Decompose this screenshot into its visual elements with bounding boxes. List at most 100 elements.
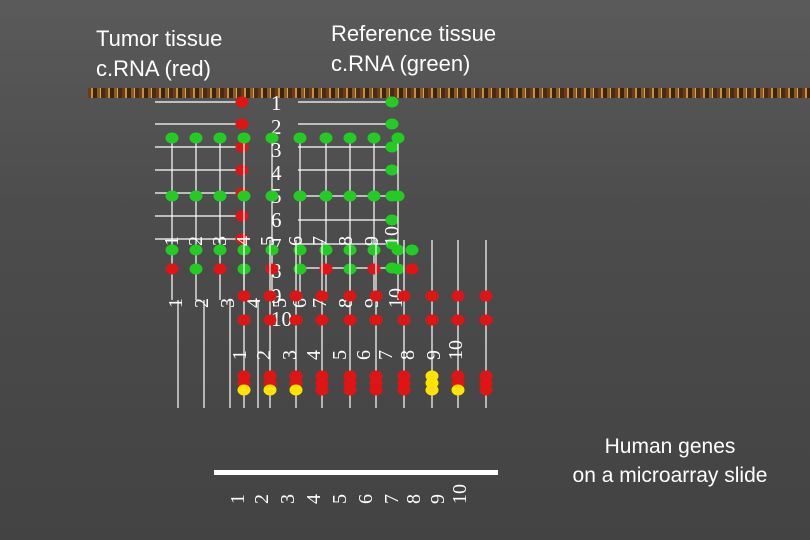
middle-column-number-5: 5 bbox=[269, 298, 291, 308]
upper-red-dot-1 bbox=[237, 314, 251, 326]
grid-green-dot-10 bbox=[391, 244, 405, 256]
green-probe-3 bbox=[385, 141, 399, 153]
grid-mix-dot-10 bbox=[391, 263, 405, 275]
lower-column-number-4: 4 bbox=[303, 350, 325, 360]
green-column-mid-8 bbox=[343, 190, 357, 202]
grid-green-dot-2 bbox=[189, 244, 203, 256]
middle-column-number-3: 3 bbox=[217, 298, 239, 308]
middle-column-number-2: 2 bbox=[191, 298, 213, 308]
second-red-dot-5 bbox=[343, 290, 357, 302]
grid-mix-dot-1 bbox=[165, 263, 179, 275]
red-row-number-1: 1 bbox=[271, 91, 282, 115]
red-probe-2 bbox=[235, 118, 249, 130]
lower-column-number-5: 5 bbox=[329, 350, 351, 360]
upper-column-number-8: 8 bbox=[335, 236, 357, 246]
lower-column-number-7: 7 bbox=[375, 350, 397, 360]
lower-column-number-10: 10 bbox=[445, 340, 467, 360]
red-row-number-6: 6 bbox=[271, 208, 282, 232]
upper-red-dot-3 bbox=[289, 314, 303, 326]
middle-column-number-9: 9 bbox=[361, 298, 383, 308]
decorative-border-strip bbox=[88, 88, 810, 98]
green-column-mid-3 bbox=[213, 190, 227, 202]
grid-mix-dot-3 bbox=[213, 263, 227, 275]
green-column-mid-6 bbox=[293, 190, 307, 202]
middle-column-number-6: 6 bbox=[289, 298, 311, 308]
green-column-top-4 bbox=[237, 132, 251, 144]
bottom-column-number-5: 5 bbox=[329, 494, 351, 504]
human-genes-label: Human genes on a microarray slide bbox=[572, 435, 768, 487]
bottom-column-number-10: 10 bbox=[449, 484, 471, 504]
red-probe-7 bbox=[235, 233, 249, 245]
red-row-number-4: 4 bbox=[271, 161, 282, 185]
grid-green-dot-3 bbox=[213, 244, 227, 256]
red-probe-4 bbox=[235, 164, 249, 176]
second-red-dot-4 bbox=[315, 290, 329, 302]
second-red-dot-3 bbox=[289, 290, 303, 302]
upper-red-dot-5 bbox=[343, 314, 357, 326]
green-column-top-2 bbox=[189, 132, 203, 144]
grid-mix-dot-6 bbox=[293, 263, 307, 275]
upper-red-dot-9 bbox=[451, 314, 465, 326]
red-probe-3 bbox=[235, 141, 249, 153]
spot-8-layer-3 bbox=[425, 384, 439, 396]
green-column-mid-1 bbox=[165, 190, 179, 202]
green-column-top-6 bbox=[293, 132, 307, 144]
bottom-column-number-6: 6 bbox=[355, 494, 377, 504]
upper-red-dot-7 bbox=[397, 314, 411, 326]
green-column-top-9 bbox=[367, 132, 381, 144]
upper-red-dot-8 bbox=[425, 314, 439, 326]
spot-3-layer-3 bbox=[289, 384, 303, 396]
red-row-number-2: 2 bbox=[271, 115, 282, 139]
grid-mix-dot-11 bbox=[405, 263, 419, 275]
second-red-dot-9 bbox=[451, 290, 465, 302]
upper-red-dot-4 bbox=[315, 314, 329, 326]
green-column-mid-2 bbox=[189, 190, 203, 202]
green-column-mid-4 bbox=[237, 190, 251, 202]
green-column-top-8 bbox=[343, 132, 357, 144]
middle-column-number-7: 7 bbox=[309, 298, 331, 308]
green-column-top-5 bbox=[265, 132, 279, 144]
bottom-column-number-1: 1 bbox=[227, 494, 249, 504]
upper-red-dot-2 bbox=[263, 314, 277, 326]
grid-mix-dot-2 bbox=[189, 263, 203, 275]
red-probe-1 bbox=[235, 96, 249, 108]
green-probe-1 bbox=[385, 96, 399, 108]
spot-7-layer-3 bbox=[397, 384, 411, 396]
grid-green-dot-5 bbox=[265, 244, 279, 256]
green-column-top-7 bbox=[319, 132, 333, 144]
lower-column-number-2: 2 bbox=[253, 350, 275, 360]
second-red-dot-8 bbox=[425, 290, 439, 302]
second-red-dot-6 bbox=[369, 290, 383, 302]
lower-column-number-1: 1 bbox=[229, 350, 251, 360]
upper-column-number-2: 2 bbox=[185, 236, 207, 246]
upper-column-number-1: 1 bbox=[161, 236, 183, 246]
lower-column-number-6: 6 bbox=[353, 350, 375, 360]
green-column-mid-9 bbox=[367, 190, 381, 202]
green-column-mid-10 bbox=[391, 190, 405, 202]
upper-column-number-7: 7 bbox=[309, 236, 331, 246]
grid-green-dot-1 bbox=[165, 244, 179, 256]
green-probe-4 bbox=[385, 164, 399, 176]
upper-column-number-5: 5 bbox=[257, 236, 279, 246]
green-probe-2 bbox=[385, 118, 399, 130]
grid-mix-dot-9 bbox=[367, 263, 381, 275]
spot-2-layer-3 bbox=[263, 384, 277, 396]
reference-tissue-label: Reference tissue c.RNA (green) bbox=[331, 21, 497, 76]
second-red-dot-10 bbox=[479, 290, 493, 302]
spot-6-layer-3 bbox=[369, 384, 383, 396]
microarray-slide-bar bbox=[214, 470, 498, 475]
lower-column-number-3: 3 bbox=[279, 350, 301, 360]
second-red-dot-1 bbox=[237, 290, 251, 302]
grid-green-dot-6 bbox=[293, 244, 307, 256]
tumor-tissue-label: Tumor tissue c.RNA (red) bbox=[96, 26, 223, 81]
upper-column-number-10: 10 bbox=[381, 226, 403, 246]
grid-mix-dot-7 bbox=[319, 263, 333, 275]
bottom-column-number-9: 9 bbox=[427, 494, 449, 504]
middle-column-number-1: 1 bbox=[165, 298, 187, 308]
bottom-column-number-4: 4 bbox=[303, 494, 325, 504]
second-red-dot-2 bbox=[263, 290, 277, 302]
grid-mix-dot-5 bbox=[265, 263, 279, 275]
middle-column-number-4: 4 bbox=[243, 298, 265, 308]
grid-green-dot-11 bbox=[405, 244, 419, 256]
spot-10-layer-3 bbox=[479, 384, 493, 396]
